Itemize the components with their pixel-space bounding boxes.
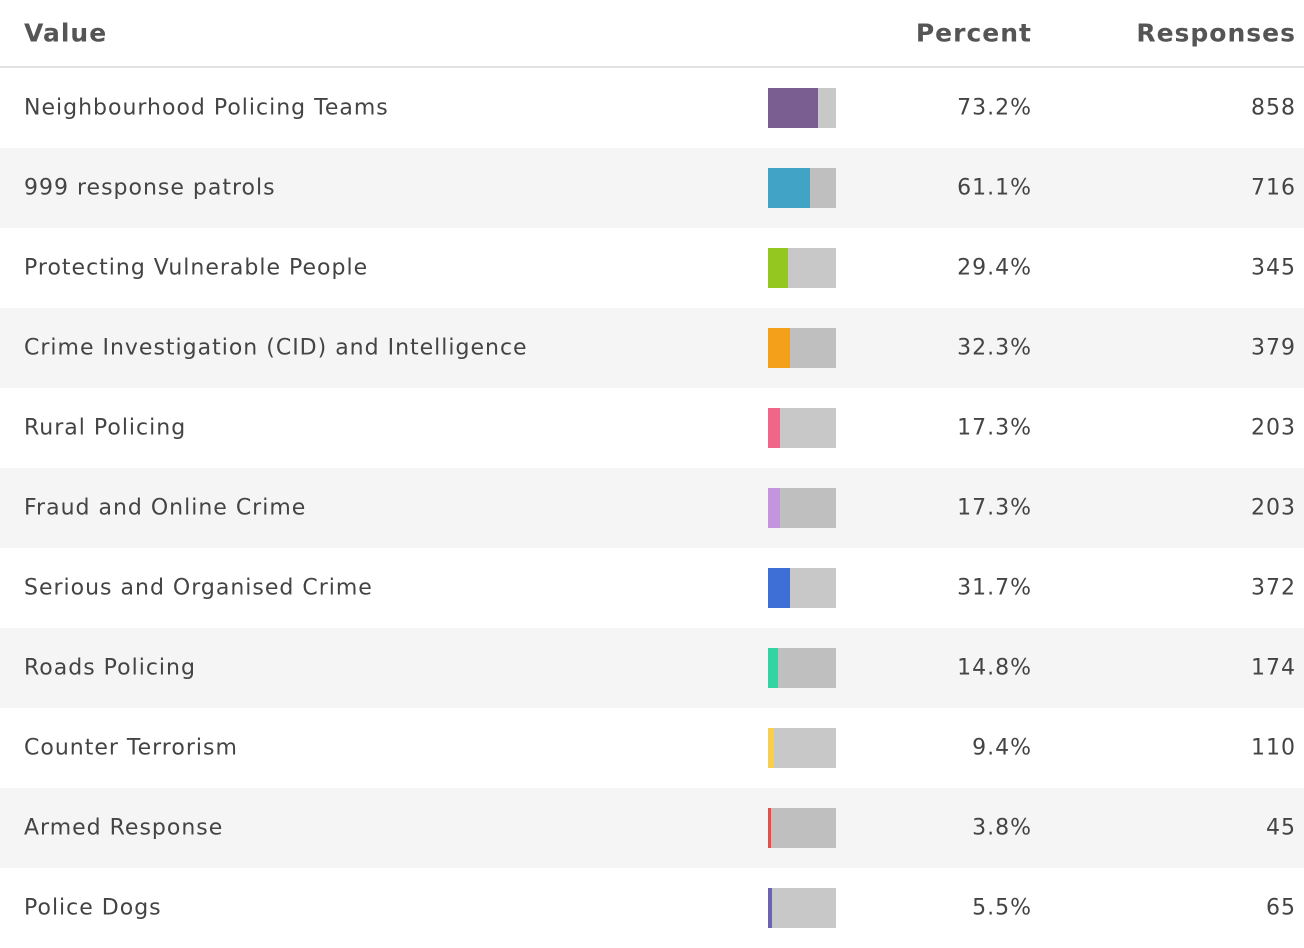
header-percent: Percent	[915, 18, 1032, 48]
header-value: Value	[24, 18, 108, 48]
page: Value Percent Responses Neighbourhood Po…	[0, 0, 1304, 928]
value-label: Serious and Organised Crime	[24, 575, 373, 601]
responses-label: 716	[1251, 175, 1296, 201]
percent-bar	[768, 568, 790, 608]
bar-track	[768, 568, 836, 608]
table-row: Protecting Vulnerable People 29.4% 345	[0, 228, 1304, 308]
bar-track	[768, 888, 836, 928]
responses-label: 379	[1251, 335, 1296, 361]
value-label: Protecting Vulnerable People	[24, 255, 369, 281]
percent-bar	[768, 728, 775, 768]
percent-bar	[768, 808, 771, 848]
bar-track	[768, 88, 836, 128]
value-label: Crime Investigation (CID) and Intelligen…	[24, 335, 528, 361]
table-row: Fraud and Online Crime 17.3% 203	[0, 468, 1304, 548]
percent-label: 3.8%	[972, 815, 1032, 841]
bar-track	[768, 728, 836, 768]
responses-label: 345	[1251, 255, 1296, 281]
responses-label: 203	[1251, 415, 1296, 441]
table-row: Rural Policing 17.3% 203	[0, 388, 1304, 468]
value-label: 999 response patrols	[24, 175, 276, 201]
bar-track	[768, 168, 836, 208]
table-row: Neighbourhood Policing Teams 73.2% 858	[0, 68, 1304, 148]
percent-label: 14.8%	[957, 655, 1032, 681]
value-label: Fraud and Online Crime	[24, 495, 307, 521]
percent-bar	[768, 488, 780, 528]
responses-label: 45	[1266, 815, 1296, 841]
bar-track	[768, 648, 836, 688]
table-row: Crime Investigation (CID) and Intelligen…	[0, 308, 1304, 388]
responses-label: 372	[1251, 575, 1296, 601]
header-responses: Responses	[1136, 18, 1296, 48]
table-body: Neighbourhood Policing Teams 73.2% 858 999 …	[0, 68, 1304, 948]
table-row: Police Dogs 5.5% 65	[0, 868, 1304, 948]
responses-label: 203	[1251, 495, 1296, 521]
percent-label: 9.4%	[972, 735, 1032, 761]
responses-label: 65	[1266, 895, 1296, 921]
value-label: Police Dogs	[24, 895, 162, 921]
table-header: Value Percent Responses	[0, 0, 1304, 68]
percent-label: 17.3%	[957, 415, 1032, 441]
value-label: Counter Terrorism	[24, 735, 238, 761]
table-row: Serious and Organised Crime 31.7% 372	[0, 548, 1304, 628]
table-row: Counter Terrorism 9.4% 110	[0, 708, 1304, 788]
table-row: 999 response patrols 61.1% 716	[0, 148, 1304, 228]
percent-bar	[768, 888, 772, 928]
percent-bar	[768, 328, 790, 368]
table-row: Armed Response 3.8% 45	[0, 788, 1304, 868]
percent-bar	[768, 88, 818, 128]
percent-bar	[768, 408, 780, 448]
percent-label: 61.1%	[957, 175, 1032, 201]
responses-label: 174	[1251, 655, 1296, 681]
percent-label: 29.4%	[957, 255, 1032, 281]
percent-bar	[768, 648, 779, 688]
bar-track	[768, 248, 836, 288]
responses-label: 858	[1251, 95, 1296, 121]
percent-bar	[768, 248, 788, 288]
bar-track	[768, 328, 836, 368]
percent-label: 17.3%	[957, 495, 1032, 521]
bar-track	[768, 808, 836, 848]
percent-label: 31.7%	[957, 575, 1032, 601]
percent-label: 5.5%	[972, 895, 1032, 921]
bar-track	[768, 488, 836, 528]
percent-label: 32.3%	[957, 335, 1032, 361]
value-label: Roads Policing	[24, 655, 196, 681]
value-label: Rural Policing	[24, 415, 187, 441]
percent-label: 73.2%	[957, 95, 1032, 121]
percent-bar	[768, 168, 810, 208]
value-label: Armed Response	[24, 815, 224, 841]
bar-track	[768, 408, 836, 448]
value-label: Neighbourhood Policing Teams	[24, 95, 389, 121]
responses-label: 110	[1251, 735, 1296, 761]
table-row: Roads Policing 14.8% 174	[0, 628, 1304, 708]
